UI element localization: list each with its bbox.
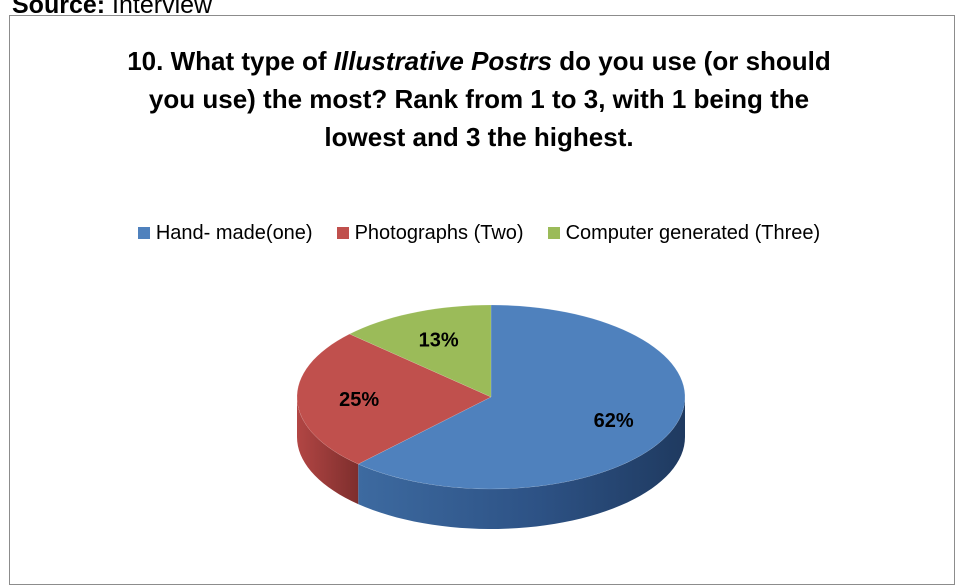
legend-item-photographs: Photographs (Two)	[336, 221, 524, 245]
source-label: Source:	[12, 0, 106, 19]
chart-legend: Hand- made(one) Photographs (Two) Comput…	[0, 218, 958, 248]
title-line-3: lowest and 3 the highest.	[324, 122, 634, 152]
pie-side-photographs	[297, 397, 359, 505]
source-note: Source: Interview	[12, 0, 212, 20]
pie-data-labels: 62% 25% 13%	[339, 330, 634, 432]
legend-item-computer-generated: Computer generated (Three)	[547, 221, 821, 245]
legend-label-photographs: Photographs (Two)	[354, 221, 524, 244]
title-line-1-italic: Illustrative Postrs	[333, 46, 552, 76]
legend-item-hand-made: Hand- made(one)	[137, 221, 313, 245]
pie-slices	[296, 304, 686, 490]
chart-title: 10. What type of Illustrative Postrs do …	[0, 42, 958, 156]
pie-side-walls	[297, 397, 685, 529]
pie-slice-computer-generated	[348, 304, 492, 398]
pie-slice-hand-made	[357, 304, 686, 490]
title-line-1-post: do you use (or should	[552, 46, 831, 76]
data-label-computer-generated: 13%	[419, 330, 459, 352]
legend-swatch-computer-generated	[547, 227, 560, 239]
legend-label-hand-made: Hand- made(one)	[155, 221, 313, 244]
legend-swatch-hand-made	[137, 227, 150, 239]
source-text: Interview	[105, 0, 213, 19]
title-line-1-pre: 10. What type of	[127, 46, 334, 76]
legend-label-computer-generated: Computer generated (Three)	[565, 221, 821, 244]
data-label-photographs: 25%	[339, 389, 379, 411]
title-line-2: you use) the most? Rank from 1 to 3, wit…	[148, 84, 810, 114]
legend-swatch-photographs	[336, 227, 349, 239]
pie-slice-photographs	[296, 333, 492, 465]
data-label-hand-made: 62%	[594, 410, 634, 432]
pie-side-hand-made	[358, 397, 685, 529]
title-line-1: 10. What type of Illustrative Postrs do …	[0, 42, 958, 80]
